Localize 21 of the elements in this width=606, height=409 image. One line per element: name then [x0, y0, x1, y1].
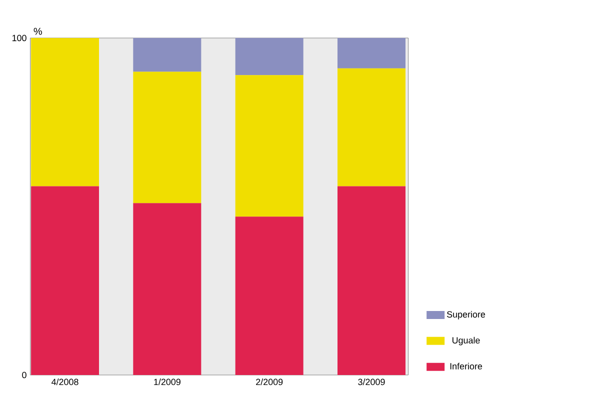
y-tick-label: 0: [22, 372, 26, 378]
x-tick-label: 2/2009: [256, 378, 283, 386]
x-tick-label: 1/2009: [154, 378, 180, 386]
x-tick-label: 4/2008: [51, 378, 78, 386]
bar: [133, 72, 202, 204]
x-tick-label: 3/2009: [358, 378, 385, 386]
legend-label: Superiore: [446, 310, 486, 320]
y-tick-label: 100: [12, 34, 26, 42]
bar: [133, 38, 202, 72]
bar: [337, 38, 406, 68]
legend-label: Inferiore: [450, 362, 482, 370]
bar: [235, 38, 304, 76]
bar: [337, 186, 406, 375]
legend-label: Uguale: [452, 336, 480, 346]
bar: [31, 186, 100, 375]
bar: [235, 75, 304, 217]
bar: [31, 38, 100, 186]
bar: [235, 216, 304, 375]
bar: [337, 68, 406, 186]
y-axis-title: %: [34, 28, 42, 35]
bar: [133, 203, 202, 375]
